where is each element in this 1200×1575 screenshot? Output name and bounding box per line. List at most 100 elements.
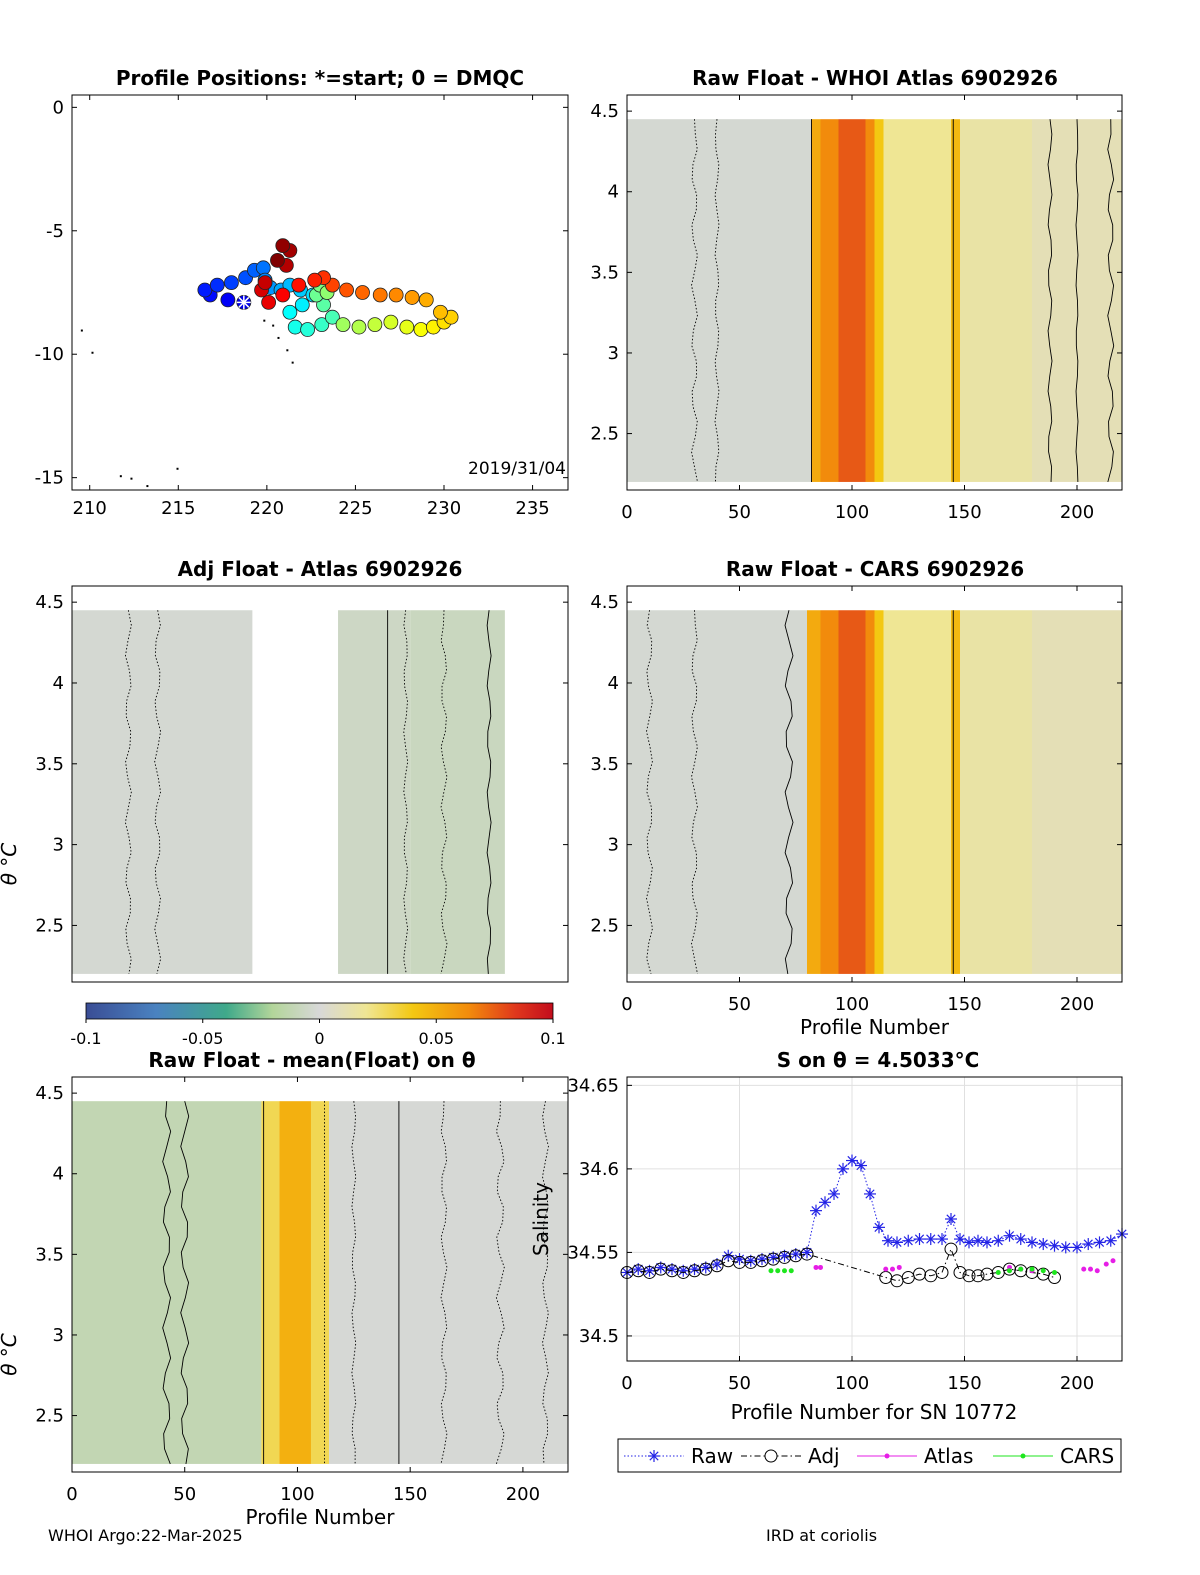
heatmap-band — [72, 1101, 262, 1464]
raw-star-marker — [1014, 1233, 1027, 1246]
coast-point — [176, 467, 179, 470]
heatmap-band — [951, 119, 960, 482]
legend-label: Raw — [691, 1444, 733, 1468]
heatmap-band — [865, 610, 875, 974]
adj-circle-marker — [744, 1255, 758, 1269]
colorbar-tick-label: 0 — [314, 1029, 324, 1048]
colorbar: -0.1 -0.05 0 0.05 0.1 — [70, 1002, 566, 1048]
x-tick-label: 200 — [1060, 502, 1094, 523]
y-tick-label: -10 — [35, 344, 64, 365]
coast-point — [272, 324, 275, 327]
y-tick-label: 3 — [53, 835, 64, 856]
adj-circle-marker — [944, 1242, 958, 1256]
raw-star-stroke — [993, 1236, 1003, 1246]
raw-star-stroke — [667, 1264, 677, 1274]
heatmap-band — [807, 610, 821, 974]
x-tick-label: 0 — [621, 502, 632, 523]
raw-star-stroke — [811, 1206, 821, 1216]
profile-position-point — [413, 322, 429, 337]
positions-title: Profile Positions: *=start; 0 = DMQC — [116, 66, 524, 90]
profile-position-point — [224, 275, 239, 291]
atlas-dot-marker — [1110, 1258, 1116, 1264]
y-tick-label: 3.5 — [590, 262, 619, 283]
raw-star-stroke — [892, 1237, 902, 1248]
heatmap-band — [811, 119, 821, 482]
raw-star-marker — [902, 1234, 915, 1247]
adj-circle-marker — [755, 1254, 769, 1268]
raw-star-marker — [864, 1187, 876, 1200]
profile-position-point — [261, 294, 277, 310]
coast-point — [119, 475, 122, 478]
cars-dot-marker — [1040, 1268, 1046, 1274]
contour-line — [1047, 119, 1053, 482]
y-tick-label: 3.5 — [35, 754, 64, 775]
heatmap-band — [820, 610, 839, 974]
raw-star-stroke — [1027, 1237, 1037, 1248]
raw-star-stroke — [644, 1266, 655, 1276]
adj-circle-marker — [913, 1267, 926, 1281]
profile-position-point — [388, 287, 404, 303]
raw-whoi-heatmap: 0 50 100 150 200 2.5 3 3.5 4 4.5 — [590, 94, 1123, 523]
raw-star-stroke — [829, 1189, 839, 1199]
raw-star-stroke — [973, 1236, 983, 1246]
raw-star-marker — [1059, 1241, 1072, 1254]
profile-position-point — [367, 317, 383, 332]
legend-label: Adj — [808, 1444, 840, 1468]
heatmap-band — [820, 119, 839, 482]
x-tick-label: 150 — [393, 1484, 427, 1505]
raw-star-marker — [767, 1251, 780, 1264]
heatmap-band — [338, 610, 411, 974]
adj-circle-marker — [778, 1250, 791, 1264]
contour-line — [1075, 119, 1079, 482]
adj-circle-marker — [980, 1267, 994, 1281]
raw-star-stroke — [757, 1254, 767, 1264]
heatmap-band — [279, 1101, 311, 1464]
adj-circle-marker — [962, 1269, 976, 1283]
raw-star-stroke — [746, 1256, 756, 1266]
legend-label: CARS — [1060, 1444, 1114, 1468]
heatmap-band — [960, 119, 1032, 482]
raw-star-stroke — [1038, 1239, 1048, 1249]
atlas-dot-marker — [883, 1266, 889, 1272]
y-tick-label: 4.5 — [590, 101, 619, 122]
raw-star-marker — [1026, 1236, 1038, 1249]
colorbar-tick-label: -0.1 — [70, 1029, 101, 1048]
y-tick-label: 0 — [53, 97, 64, 118]
axes-frame — [626, 585, 1123, 983]
y-tick-label: 34.55 — [567, 1242, 619, 1263]
x-axis-label: Profile Number — [246, 1505, 396, 1529]
raw-star-stroke — [723, 1251, 733, 1261]
raw-star-stroke — [1049, 1241, 1060, 1251]
adj-circle-marker — [789, 1249, 803, 1263]
profile-position-point — [275, 287, 291, 303]
raw-star-marker — [1093, 1236, 1106, 1249]
profile-position-point — [314, 317, 330, 332]
salinity-axes — [626, 1076, 1123, 1362]
heatmap-band — [310, 1101, 330, 1464]
atlas-dot-marker — [890, 1266, 895, 1272]
raw-star-marker — [945, 1213, 957, 1225]
legend-label: Atlas — [924, 1444, 973, 1468]
x-tick-label: 50 — [728, 1373, 751, 1394]
raw-star-stroke — [1106, 1236, 1116, 1246]
axes-frame — [71, 585, 569, 983]
raw-star-stroke — [1072, 1242, 1082, 1253]
atlas-dot-marker — [1103, 1261, 1109, 1267]
raw-star-stroke — [964, 1237, 974, 1248]
x-tick-label: 200 — [1060, 1373, 1094, 1394]
cars-dot-marker — [788, 1268, 794, 1274]
raw-star-marker — [837, 1162, 849, 1175]
adj-circle-marker — [953, 1265, 967, 1279]
raw-star-stroke — [768, 1252, 778, 1263]
raw-star-marker — [855, 1159, 867, 1172]
x-tick-label: 50 — [173, 1484, 196, 1505]
raw-star-marker — [891, 1236, 903, 1249]
y-tick-label: 3.5 — [35, 1244, 64, 1265]
x-tick-label: 100 — [835, 502, 869, 523]
profile-position-point — [433, 304, 448, 320]
y-tick-label: 4 — [608, 182, 619, 203]
coast-point — [277, 336, 280, 339]
salinity-panel: S on θ = 4.5033°C 0 50 100 150 200 34.5 34.55 3… — [529, 1048, 1128, 1473]
contour-line — [351, 1101, 357, 1464]
x-axis-label: Profile Number — [800, 1015, 950, 1039]
